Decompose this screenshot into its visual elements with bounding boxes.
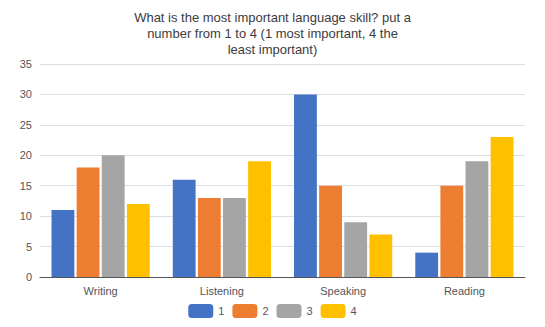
svg-text:number from 1 to 4 (1 most imp: number from 1 to 4 (1 most important, 4 … bbox=[147, 26, 398, 41]
svg-text:Writing: Writing bbox=[84, 285, 118, 297]
svg-text:What is the most important lan: What is the most important language skil… bbox=[134, 10, 412, 25]
svg-text:5: 5 bbox=[26, 241, 32, 253]
svg-text:20: 20 bbox=[20, 149, 32, 161]
svg-text:2: 2 bbox=[262, 305, 268, 317]
svg-text:0: 0 bbox=[26, 271, 32, 283]
svg-text:25: 25 bbox=[20, 119, 32, 131]
svg-text:3: 3 bbox=[307, 305, 313, 317]
svg-text:10: 10 bbox=[20, 210, 32, 222]
svg-text:least important): least important) bbox=[228, 42, 318, 57]
svg-text:Listening: Listening bbox=[200, 285, 244, 297]
svg-text:4: 4 bbox=[351, 305, 357, 317]
svg-text:Speaking: Speaking bbox=[320, 285, 366, 297]
svg-text:15: 15 bbox=[20, 180, 32, 192]
svg-text:Reading: Reading bbox=[444, 285, 485, 297]
svg-text:30: 30 bbox=[20, 88, 32, 100]
svg-text:35: 35 bbox=[20, 58, 32, 70]
svg-text:1: 1 bbox=[218, 305, 224, 317]
